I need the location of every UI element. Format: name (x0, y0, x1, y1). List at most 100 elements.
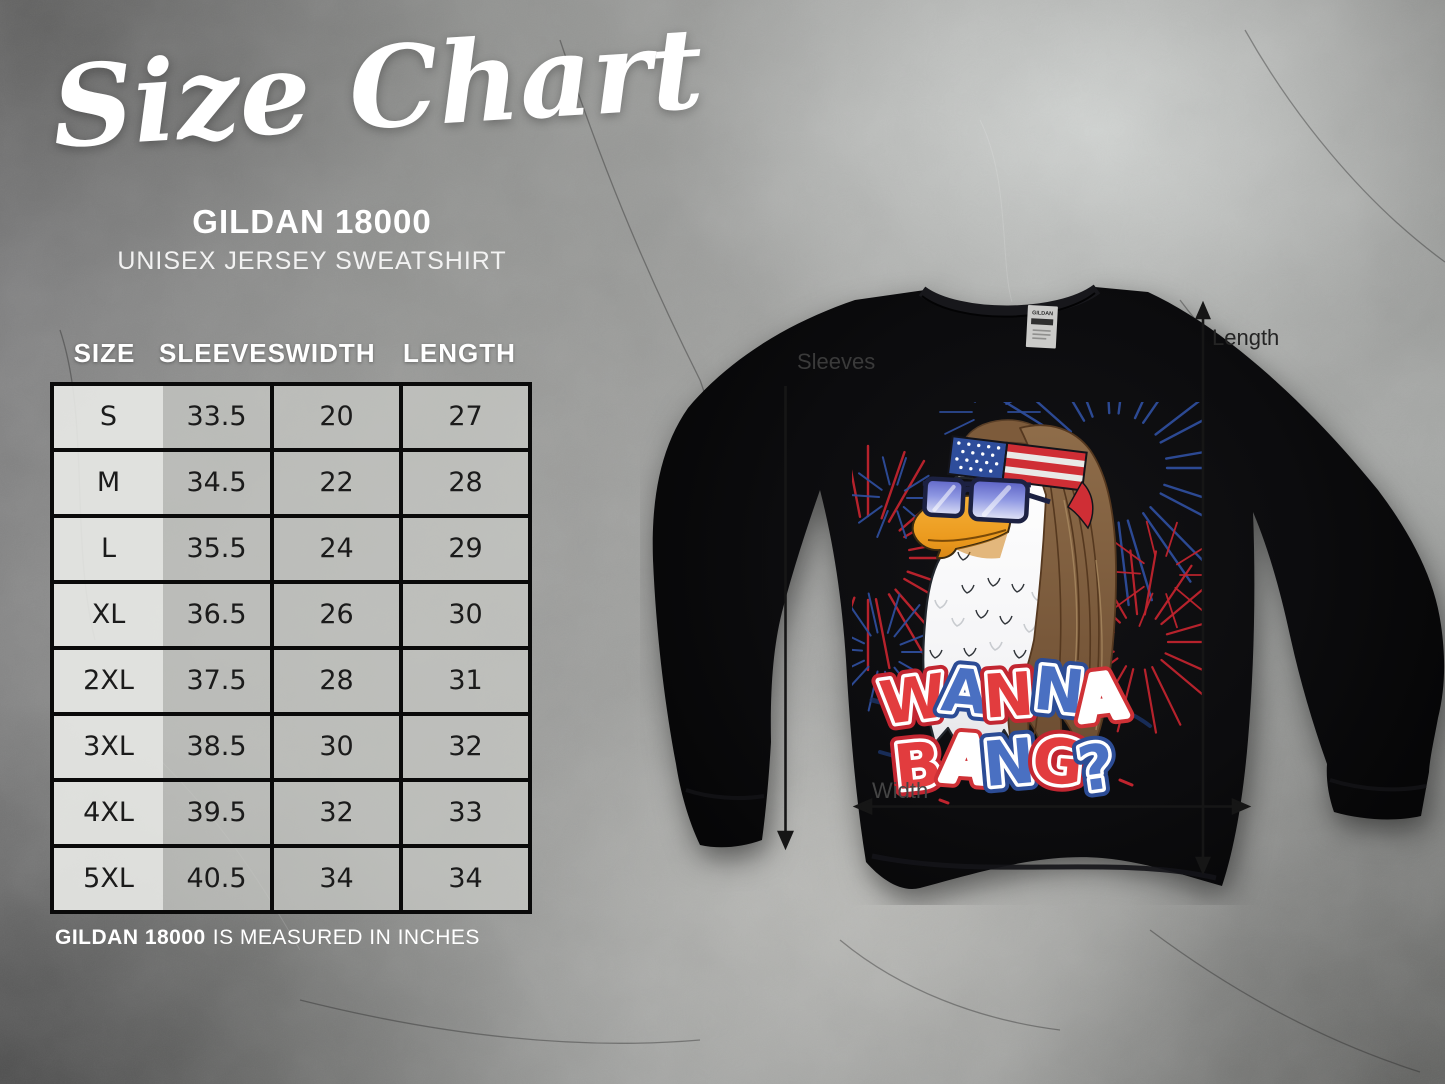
firework-line (852, 648, 864, 652)
firework-line (1138, 592, 1154, 627)
footnote-text: IS MEASURED IN INCHES (212, 926, 480, 949)
size-cell: M (54, 452, 163, 514)
firework-line (1159, 492, 1204, 518)
design-letter: G (1029, 723, 1086, 800)
feather-mark (947, 677, 961, 687)
firework-line (893, 604, 921, 638)
firework-line (1165, 593, 1178, 629)
value-cell: 27 (399, 386, 528, 448)
table-row: 3XL 38.5 30 32 (54, 712, 528, 778)
firework-line (876, 509, 889, 538)
firework-line (1117, 521, 1130, 607)
firework-line (867, 592, 879, 634)
right-cuff-ribbing (1329, 778, 1427, 792)
firework-line (1165, 622, 1204, 636)
firework-line (1143, 668, 1158, 734)
table-row: M 34.5 22 28 (54, 448, 528, 514)
left-cuff-ribbing (685, 788, 765, 800)
firework-line (1154, 402, 1200, 436)
firework-line (1142, 512, 1192, 583)
hem-ribbing (871, 853, 1217, 881)
value-cell: 33 (399, 782, 528, 844)
firework-line (1142, 402, 1160, 424)
design-letter: N (981, 659, 1036, 732)
firework-line (1149, 506, 1204, 564)
size-cell: S (54, 386, 163, 448)
firework-line (1151, 666, 1182, 726)
feather-mark (963, 647, 977, 657)
table-row: 2XL 37.5 28 31 (54, 646, 528, 712)
firework-line (896, 457, 907, 486)
firework-line (852, 494, 881, 499)
headband-tail (1066, 480, 1094, 530)
firework-line (1143, 550, 1158, 616)
design-letter: W (876, 661, 951, 740)
firework-line (887, 459, 926, 523)
size-cell: 5XL (54, 848, 163, 910)
feather-mark (999, 615, 1013, 625)
table-row: 5XL 40.5 34 34 (54, 844, 528, 910)
firework-line (858, 472, 883, 491)
value-cell: 30 (399, 584, 528, 646)
firework-line (1071, 402, 1086, 422)
firework-line (1164, 652, 1204, 672)
value-cell: 28 (399, 452, 528, 514)
size-cell: 4XL (54, 782, 163, 844)
value-cell: 30 (270, 716, 399, 778)
width-arrow-right-icon (1231, 798, 1252, 815)
design-letter: A (1074, 661, 1129, 736)
feather-mark (1023, 623, 1037, 633)
firework-line (867, 670, 879, 712)
value-cell: 29 (399, 518, 528, 580)
value-cell: 32 (399, 716, 528, 778)
column-header-length: LENGTH (403, 338, 516, 368)
value-cell: 20 (270, 386, 399, 448)
flag-stars (955, 441, 1001, 473)
firework-line (893, 666, 921, 700)
value-cell: 40.5 (163, 848, 270, 910)
table-row: 4XL 39.5 32 33 (54, 778, 528, 844)
measurement-annotations: Sleeves Length Width (777, 300, 1279, 876)
feather-mark (934, 599, 948, 609)
value-cell: 31 (399, 650, 528, 712)
firework-line (852, 469, 862, 518)
table-row: XL 36.5 26 30 (54, 580, 528, 646)
flag-headband (946, 435, 1088, 492)
column-header-sleeves: SLEEVES (159, 338, 286, 368)
page-title: Size Chart (48, 3, 707, 174)
size-table-body: S 33.5 20 27 M 34.5 22 28 L 35.5 24 29 XL 36.5 26 30 2XL… (50, 382, 532, 914)
firework-line (852, 606, 872, 637)
value-cell: 33.5 (163, 386, 270, 448)
feather-mark (973, 671, 987, 681)
feather-mark (929, 649, 943, 659)
firework-line (852, 636, 865, 645)
width-arrow-left-icon (852, 798, 873, 815)
size-cell: XL (54, 584, 163, 646)
feather-mark (987, 577, 1001, 587)
length-measure-label: Length (1212, 325, 1279, 350)
value-cell: 34 (399, 848, 528, 910)
firework-line (903, 474, 930, 492)
firework-line (944, 418, 975, 435)
product-name: GILDAN 18000 (192, 203, 432, 240)
value-cell: 22 (270, 452, 399, 514)
hair-highlights (1063, 499, 1103, 731)
length-arrow-up-icon (1195, 300, 1211, 320)
feather-mark (989, 641, 1003, 651)
sunglasses (922, 476, 1051, 524)
firework-line (1159, 418, 1204, 444)
feather-mark (999, 679, 1013, 689)
firework-line (1114, 541, 1145, 565)
feather-mark (957, 551, 971, 561)
firework-line (1114, 585, 1145, 609)
firework-line (880, 450, 906, 520)
feather-mark (951, 617, 965, 627)
value-cell: 26 (270, 584, 399, 646)
design-letter: B (890, 727, 945, 805)
value-cell: 28 (270, 650, 399, 712)
firework-line (1035, 402, 1073, 433)
